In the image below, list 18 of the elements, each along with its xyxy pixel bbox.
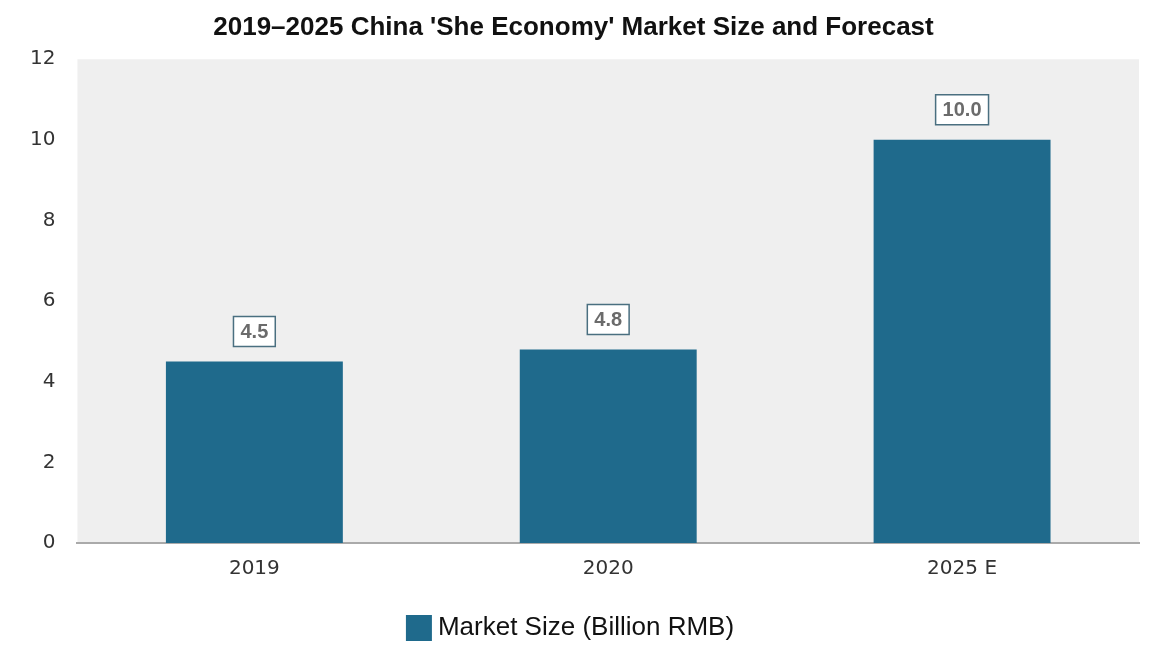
bar — [519, 349, 697, 543]
y-tick-label: 2 — [42, 448, 56, 473]
x-tick-label: 2025 E — [927, 555, 998, 580]
y-tick-label: 6 — [42, 287, 56, 312]
legend-label: Market Size (Billion RMB) — [437, 611, 735, 642]
y-tick-label: 12 — [30, 45, 56, 70]
y-tick-label: 10 — [30, 126, 56, 151]
bar — [873, 139, 1051, 543]
x-tick-label: 2020 — [582, 555, 634, 580]
text: 10.0 — [942, 98, 982, 121]
y-tick-label: 4 — [42, 367, 56, 392]
text: 4.8 — [594, 308, 623, 330]
chart-title: 2019–2025 China 'She Economy' Market Size and Forecast — [213, 10, 935, 41]
y-tick-label: 8 — [42, 206, 56, 231]
x-tick-label: 2019 — [228, 555, 280, 580]
y-tick-label: 0 — [42, 529, 56, 554]
bar — [165, 361, 343, 543]
text: 4.5 — [240, 320, 269, 343]
